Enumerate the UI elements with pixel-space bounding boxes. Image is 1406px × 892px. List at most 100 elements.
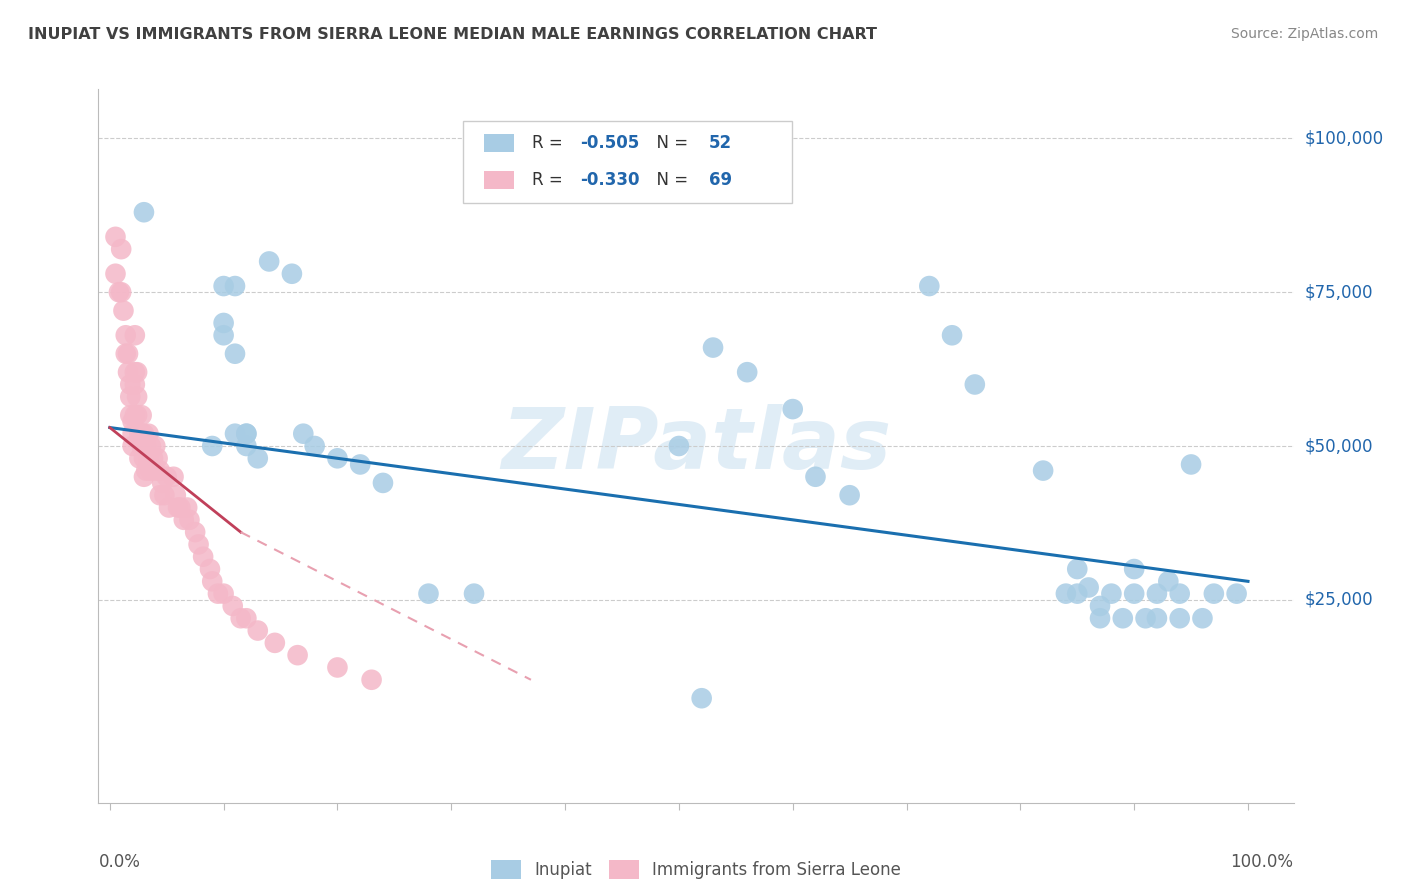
Point (131, 409, 153, 423)
Point (1157, 574, 1180, 589)
Point (108, 285, 131, 300)
Point (146, 451, 169, 466)
Point (246, 451, 269, 466)
Point (246, 624, 269, 638)
Point (207, 587, 229, 601)
Point (143, 464, 166, 478)
Point (1099, 587, 1122, 601)
Point (1168, 611, 1191, 625)
Point (918, 279, 941, 293)
Point (176, 500, 198, 515)
Point (128, 451, 150, 466)
Legend: Inupiat, Immigrants from Sierra Leone: Inupiat, Immigrants from Sierra Leone (482, 851, 910, 888)
Point (132, 426, 155, 441)
Point (224, 279, 246, 293)
FancyBboxPatch shape (463, 121, 792, 203)
Point (167, 500, 190, 515)
Text: $50,000: $50,000 (1305, 437, 1374, 455)
Point (179, 513, 201, 527)
Point (1191, 611, 1213, 625)
Text: N =: N = (645, 171, 693, 189)
Point (1202, 587, 1225, 601)
Point (135, 464, 157, 478)
Point (1088, 611, 1111, 625)
Point (124, 328, 146, 343)
Bar (485, 134, 515, 152)
Point (184, 525, 207, 540)
Point (157, 500, 180, 515)
Point (212, 279, 235, 293)
Point (110, 242, 132, 256)
Point (139, 439, 162, 453)
Point (114, 328, 136, 343)
Point (212, 587, 235, 601)
Text: 69: 69 (709, 171, 733, 189)
Point (128, 426, 150, 441)
Point (201, 574, 224, 589)
Point (127, 390, 149, 404)
Point (360, 673, 382, 687)
Point (257, 254, 280, 268)
Point (1146, 587, 1168, 601)
Text: R =: R = (533, 134, 568, 152)
Point (124, 409, 146, 423)
Point (326, 451, 349, 466)
Text: -0.505: -0.505 (581, 134, 640, 152)
Text: R =: R = (533, 171, 568, 189)
Text: -0.330: -0.330 (581, 171, 640, 189)
Point (165, 488, 187, 502)
Point (1112, 611, 1135, 625)
Point (1146, 611, 1168, 625)
Point (112, 303, 135, 318)
Point (1077, 581, 1099, 595)
Point (690, 691, 713, 706)
Point (132, 205, 155, 219)
Point (156, 469, 179, 483)
Point (1168, 587, 1191, 601)
Point (963, 377, 986, 392)
Point (124, 377, 146, 392)
Point (187, 537, 209, 551)
Point (235, 426, 257, 441)
Point (463, 587, 485, 601)
Point (224, 347, 246, 361)
Text: INUPIAT VS IMMIGRANTS FROM SIERRA LEONE MEDIAN MALE EARNINGS CORRELATION CHART: INUPIAT VS IMMIGRANTS FROM SIERRA LEONE … (28, 27, 877, 42)
Point (371, 475, 394, 490)
Point (304, 439, 326, 453)
Point (121, 439, 143, 453)
Point (121, 414, 143, 428)
Point (127, 409, 149, 423)
Point (782, 402, 804, 417)
Text: $75,000: $75,000 (1305, 283, 1374, 301)
Point (212, 328, 235, 343)
Point (1180, 458, 1202, 472)
Point (104, 230, 127, 244)
Point (1054, 587, 1077, 601)
Point (1066, 562, 1088, 576)
Point (263, 636, 285, 650)
Point (418, 587, 440, 601)
Point (1088, 599, 1111, 613)
Point (127, 365, 149, 379)
Point (229, 611, 252, 625)
Point (150, 475, 173, 490)
Point (124, 365, 146, 379)
Point (114, 347, 136, 361)
Point (198, 562, 221, 576)
Point (104, 267, 127, 281)
Point (1066, 587, 1088, 601)
Text: 100.0%: 100.0% (1230, 853, 1294, 871)
Point (191, 549, 214, 564)
Point (135, 439, 157, 453)
Point (149, 464, 172, 478)
Text: ZIPatlas: ZIPatlas (501, 404, 891, 488)
Point (132, 451, 155, 466)
Text: $25,000: $25,000 (1305, 591, 1374, 609)
Point (349, 458, 371, 472)
Point (131, 439, 153, 453)
Bar (485, 171, 515, 189)
Point (838, 488, 860, 502)
Point (143, 439, 166, 453)
Text: $100,000: $100,000 (1305, 129, 1384, 147)
Point (804, 469, 827, 483)
